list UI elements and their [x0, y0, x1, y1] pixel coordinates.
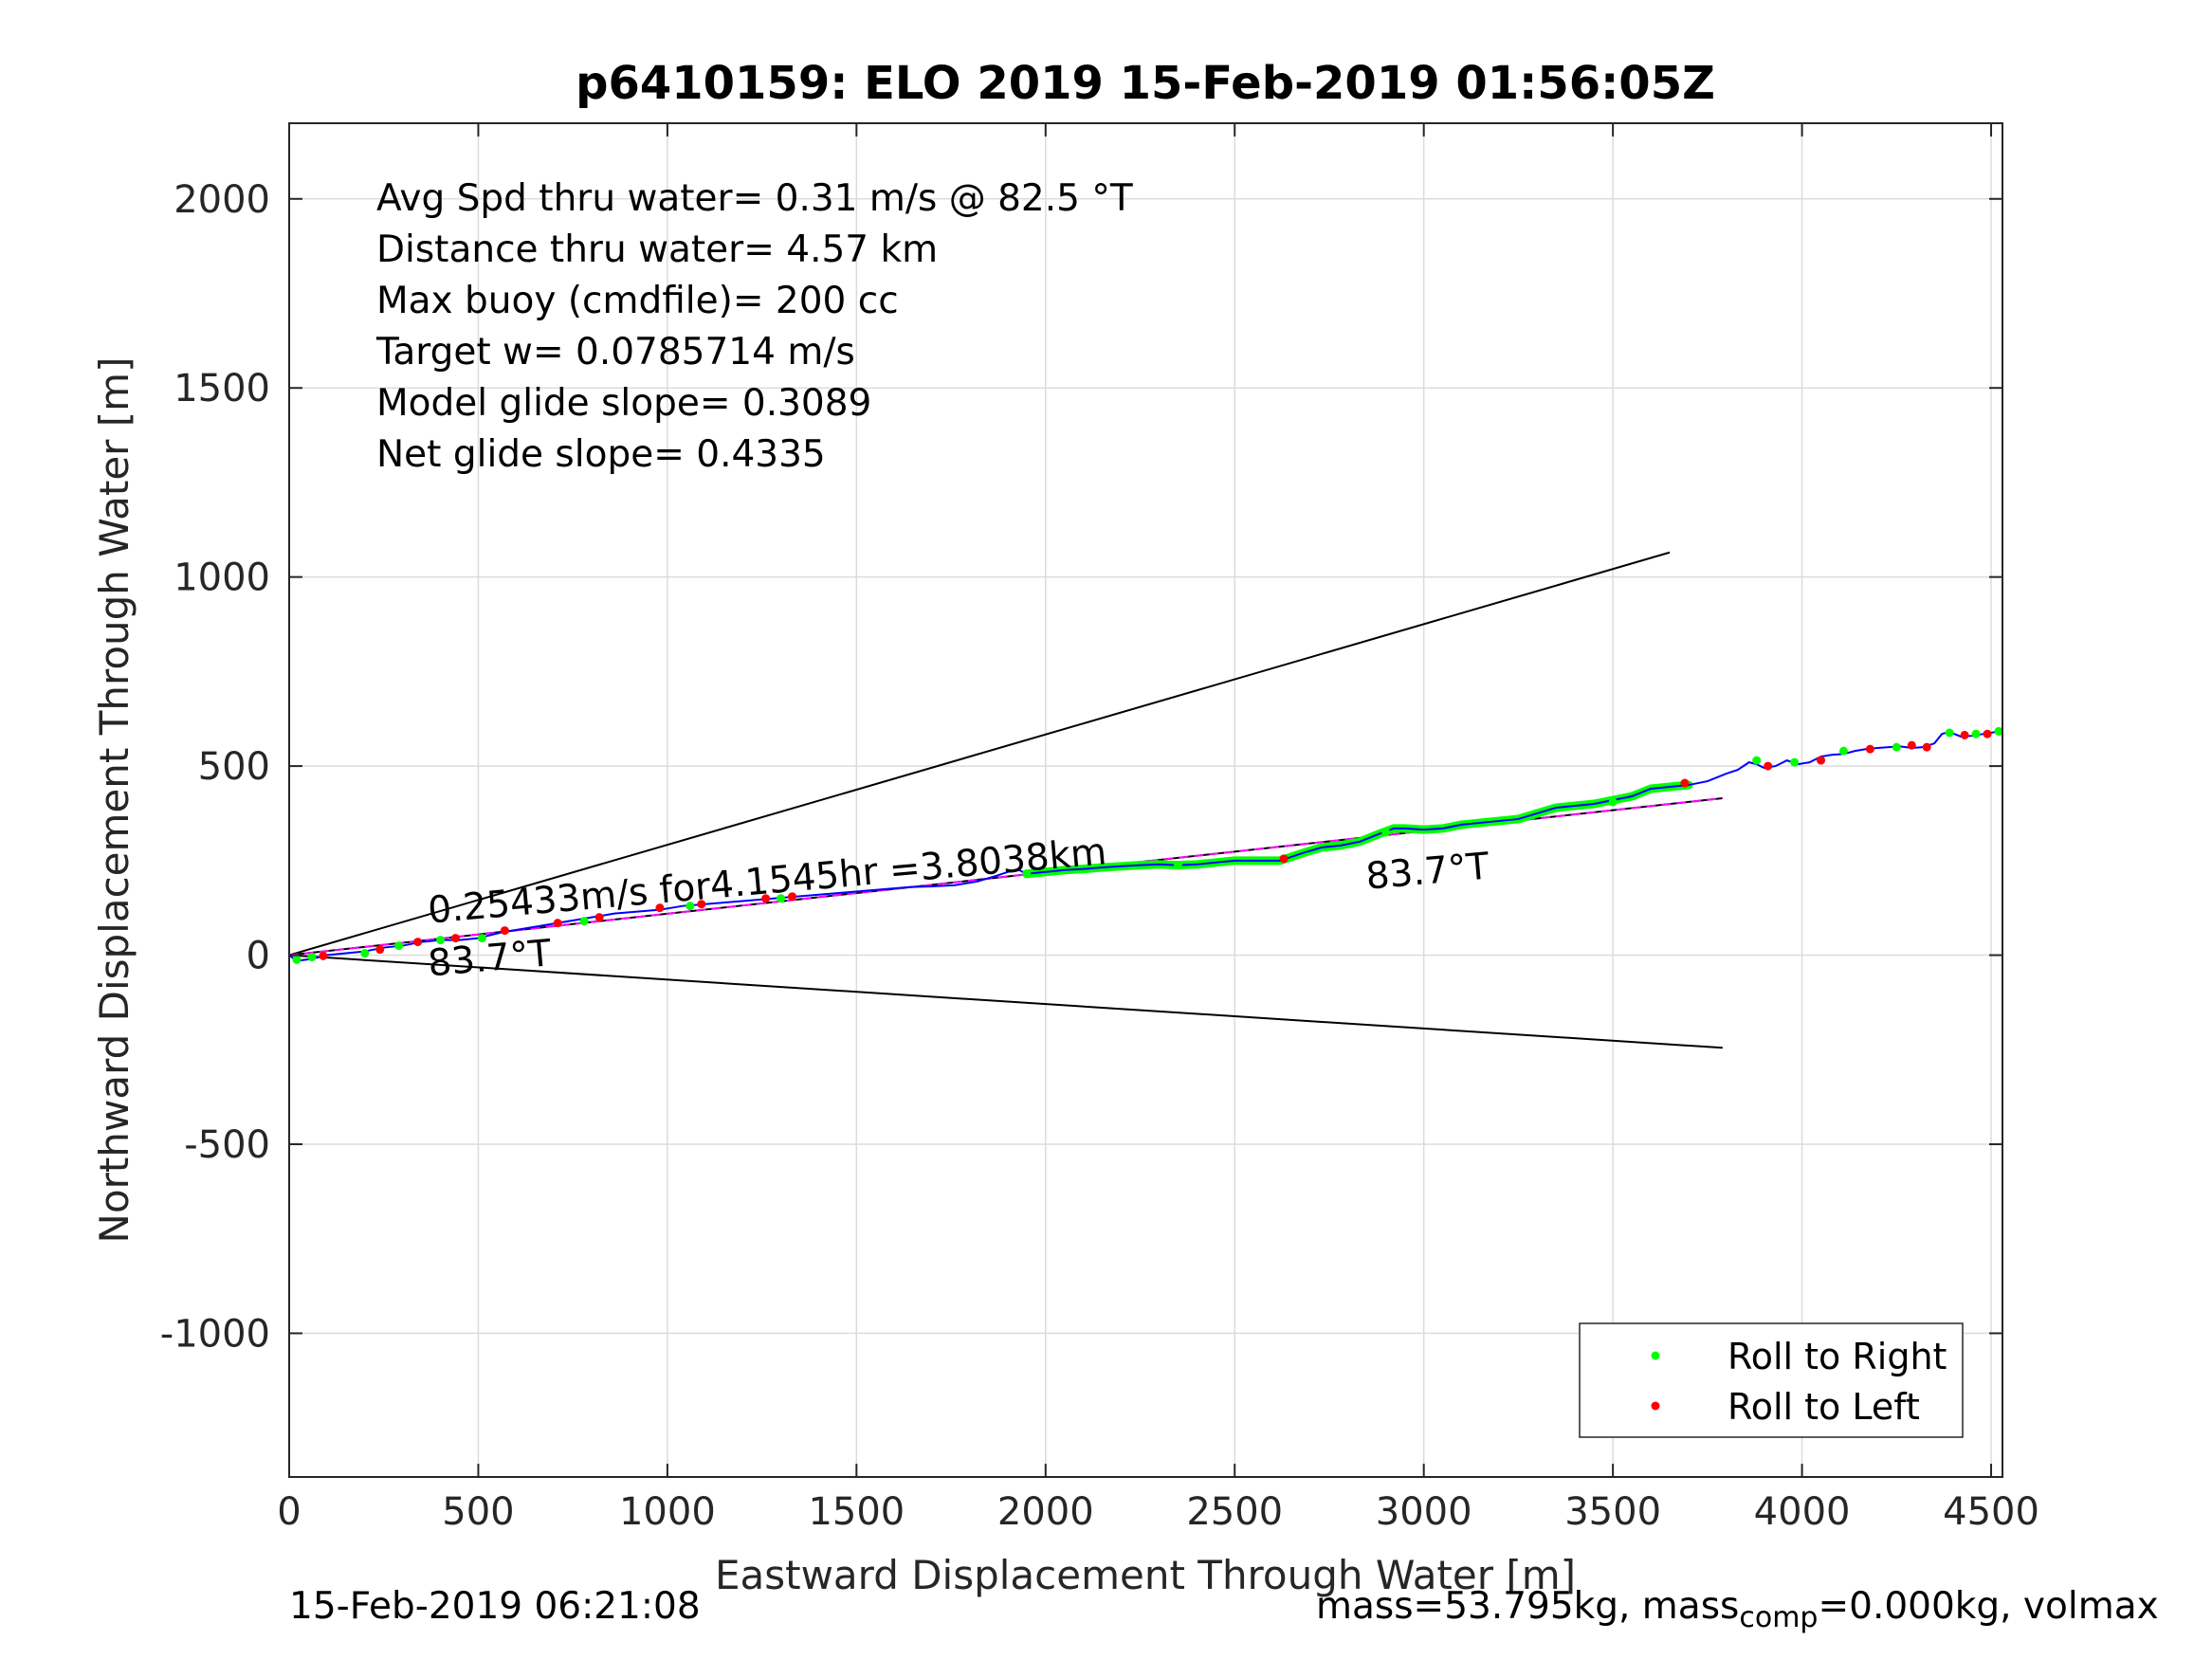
legend-roll-right-marker [1651, 1351, 1660, 1360]
stats-line: Target w= 0.0785714 m/s [375, 331, 855, 374]
x-tick-label: 2000 [997, 1490, 1094, 1534]
reference-line-lower-bound [288, 954, 1723, 1049]
roll-right-marker [394, 941, 404, 951]
stats-line: Model glide slope= 0.3089 [376, 382, 871, 425]
stats-line: Net glide slope= 0.4335 [376, 433, 826, 476]
roll-right-marker [1971, 729, 1981, 738]
mass-subscript: comp [1739, 1600, 1819, 1634]
footer-timestamp: 15-Feb-2019 06:21:08 [289, 1585, 701, 1628]
y-tick-label: 2000 [174, 178, 270, 222]
roll-left-marker [413, 938, 423, 947]
y-tick-label: 0 [247, 935, 270, 978]
legend-label: Roll to Right [1728, 1336, 1947, 1377]
roll-right-marker [1892, 742, 1901, 752]
x-tick-label: 3500 [1564, 1490, 1661, 1534]
roll-right-marker [579, 917, 589, 926]
legend-box [1579, 1322, 1964, 1438]
x-tick-label: 4500 [1943, 1490, 2039, 1534]
roll-left-marker [1922, 742, 1931, 752]
roll-right-marker [1608, 797, 1618, 807]
roll-left-marker [553, 919, 562, 928]
stats-text: Avg Spd thru water= 0.31 m/s @ 82.5 °T Di… [375, 177, 1133, 476]
axes-box [288, 122, 2003, 1478]
roll-left-marker [788, 892, 797, 902]
stats-line: Avg Spd thru water= 0.31 m/s @ 82.5 °T [376, 177, 1133, 220]
stats-line: Distance thru water= 4.57 km [376, 228, 938, 271]
x-tick-label: 500 [442, 1490, 514, 1534]
legend: Roll to Right Roll to Left [1579, 1322, 1964, 1438]
stats-line: Max buoy (cmdfile)= 200 cc [376, 280, 899, 322]
roll-left-marker [1960, 730, 1969, 739]
roll-left-marker [1764, 761, 1773, 771]
chart-title: p6410159: ELO 2019 15-Feb-2019 01:56:05Z [576, 57, 1715, 110]
roll-right-marker [292, 955, 302, 964]
roll-right-marker [307, 953, 317, 962]
data-series [288, 726, 2003, 964]
x-tick-label: 1000 [619, 1490, 716, 1534]
roll-left-marker [319, 951, 328, 960]
roll-right-marker [1994, 726, 2003, 736]
x-tick-label: 3000 [1376, 1490, 1472, 1534]
x-axis-label: Eastward Displacement Through Water [m] [715, 1552, 1576, 1598]
roll-left-marker [1817, 756, 1826, 765]
mass-prefix: mass=53.795kg, mass [1316, 1585, 1740, 1628]
roll-right-marker [1173, 861, 1182, 870]
roll-right-marker [477, 934, 486, 943]
y-tick-label: 500 [198, 745, 270, 789]
roll-left-marker [500, 926, 509, 936]
roll-right-marker [360, 949, 370, 958]
roll-left-marker [655, 903, 665, 913]
roll-right-marker [1945, 728, 1954, 738]
roll-left-marker [1907, 740, 1916, 750]
roll-left-marker [697, 900, 706, 909]
y-axis-label: Northward Displacement Through Water [m] [91, 357, 137, 1244]
roll-right-marker [1752, 756, 1762, 765]
roll-left-marker [1680, 778, 1690, 788]
roll-left-marker [594, 913, 604, 922]
y-tick-label: 1000 [174, 556, 270, 600]
y-tick-label: -1000 [160, 1312, 270, 1356]
x-tick-label: 0 [277, 1490, 301, 1534]
roll-left-marker [451, 934, 461, 943]
mass-suffix: =0.000kg, volmax [1818, 1585, 2159, 1628]
y-tick-label: -500 [184, 1123, 270, 1167]
legend-roll-left-marker [1651, 1401, 1660, 1411]
y-tick-label: 1500 [174, 367, 270, 410]
roll-right-marker [1381, 828, 1391, 837]
roll-right-marker [436, 936, 446, 945]
roll-right-marker [777, 894, 786, 903]
roll-left-marker [761, 894, 771, 903]
footer-mass-info: mass=53.795kg, masscomp=0.000kg, volmax [1316, 1585, 2159, 1634]
roll-left-marker [1983, 729, 1992, 738]
roll-right-marker [1790, 757, 1800, 767]
reference-line-upper-bound [288, 551, 1671, 957]
roll-left-marker [1279, 854, 1289, 864]
roll-left-marker [375, 945, 385, 955]
x-tick-label: 4000 [1754, 1490, 1851, 1534]
axis-ticks: 0 500 1000 1500 2000 2500 3000 3500 4000 4500 -100… [160, 123, 2039, 1534]
x-tick-label: 1500 [808, 1490, 905, 1534]
plot-area [289, 123, 2002, 1477]
x-tick-label: 2500 [1186, 1490, 1283, 1534]
roll-right-marker [686, 902, 695, 911]
roll-right-marker [1022, 869, 1032, 879]
legend-label: Roll to Left [1728, 1386, 1920, 1428]
roll-right-marker [1838, 746, 1848, 756]
roll-left-marker [1865, 744, 1874, 754]
